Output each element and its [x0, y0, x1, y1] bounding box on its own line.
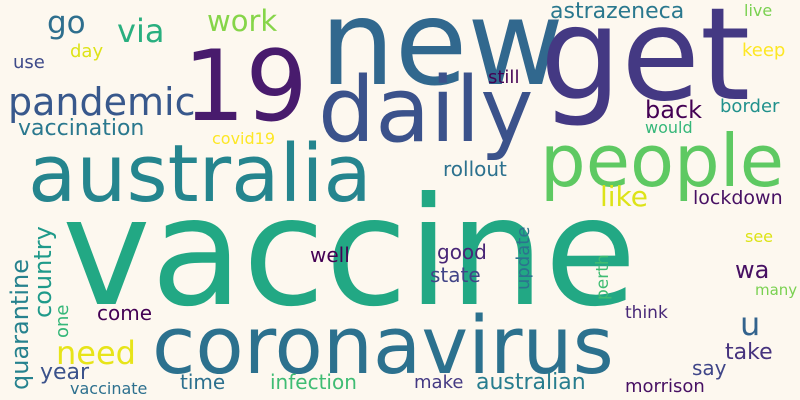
word-use: use [13, 52, 45, 73]
word-border: border [720, 96, 780, 117]
word-many: many [755, 281, 798, 299]
word-vaccinate: vaccinate [70, 379, 148, 398]
word-one: one [52, 304, 73, 339]
word-covid19: covid19 [212, 129, 276, 148]
word-wa: wa [735, 256, 770, 284]
word-well: well [310, 243, 350, 267]
word-take: take [725, 340, 773, 365]
word-pandemic: pandemic [8, 80, 196, 124]
word-19: 19 [183, 30, 308, 144]
word-u: u [740, 305, 761, 343]
word-year: year [40, 360, 90, 385]
word-still: still [488, 67, 520, 88]
word-infection: infection [270, 370, 357, 394]
word-australia: australia [28, 128, 372, 220]
word-lockdown: lockdown [693, 187, 783, 209]
word-vaccination: vaccination [18, 116, 145, 141]
word-go: go [47, 5, 86, 41]
word-would: would [645, 118, 693, 137]
word-see: see [745, 227, 774, 246]
word-say: say [692, 356, 727, 380]
word-perth: perth [593, 254, 613, 300]
word-like: like [600, 180, 649, 213]
word-work: work [207, 4, 278, 38]
word-astrazeneca: astrazeneca [550, 0, 685, 24]
word-vaccine: vaccine [62, 166, 637, 340]
word-new: new [320, 0, 564, 112]
word-get: get [540, 0, 751, 130]
word-via: via [117, 12, 165, 50]
word-keep: keep [742, 40, 786, 61]
word-think: think [625, 303, 668, 323]
word-need: need [56, 334, 136, 372]
word-live: live [744, 1, 773, 20]
word-come: come [97, 301, 153, 325]
word-coronavirus: coronavirus [152, 300, 614, 392]
word-rollout: rollout [443, 157, 507, 181]
word-update: update [513, 226, 534, 290]
word-australian: australian [476, 370, 586, 395]
word-state: state [430, 263, 481, 287]
word-good: good [437, 240, 487, 264]
word-daily: daily [318, 58, 534, 163]
word-day: day [70, 41, 104, 62]
word-morrison: morrison [625, 376, 705, 397]
word-make: make [414, 372, 464, 393]
word-back: back [645, 96, 703, 124]
word-time: time [180, 370, 226, 394]
word-people: people [540, 119, 785, 203]
